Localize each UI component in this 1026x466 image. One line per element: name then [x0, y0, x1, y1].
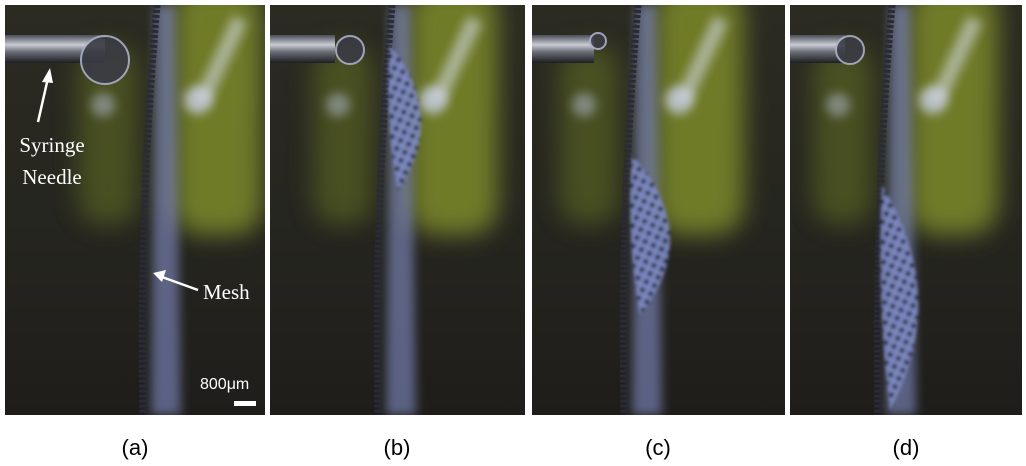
syringe-needle — [265, 35, 335, 63]
photo-panel — [527, 0, 785, 415]
annotation-label: Mesh — [203, 280, 250, 304]
panel-caption: (d) — [893, 435, 920, 460]
annotation-label: Syringe — [19, 133, 84, 157]
needle-droplet — [836, 36, 864, 64]
green-blur — [408, 0, 498, 235]
green-blur — [173, 0, 263, 235]
green-blur — [654, 0, 744, 235]
needle-droplet — [336, 36, 364, 64]
annotation-label: Needle — [22, 165, 81, 189]
needle-droplet — [81, 36, 129, 84]
figure: (a) (b) (c) (d) Syringe Needle Mesh 800μm — [0, 0, 1026, 466]
light-blur — [826, 93, 850, 117]
green-blur — [813, 45, 873, 225]
green-blur — [559, 45, 619, 225]
panel-caption: (b) — [384, 435, 411, 460]
needle-droplet — [590, 33, 606, 49]
syringe-needle — [527, 35, 594, 63]
photo-panel — [265, 0, 525, 415]
light-blur — [91, 93, 115, 117]
photo-panel — [785, 0, 1022, 415]
light-blur — [326, 93, 350, 117]
photo-panel — [0, 0, 265, 415]
green-blur — [908, 0, 998, 235]
green-blur — [313, 45, 373, 225]
scale-label: 800μm — [200, 376, 249, 393]
light-blur — [572, 93, 596, 117]
panel-caption: (a) — [122, 435, 149, 460]
panel-caption: (c) — [645, 435, 671, 460]
